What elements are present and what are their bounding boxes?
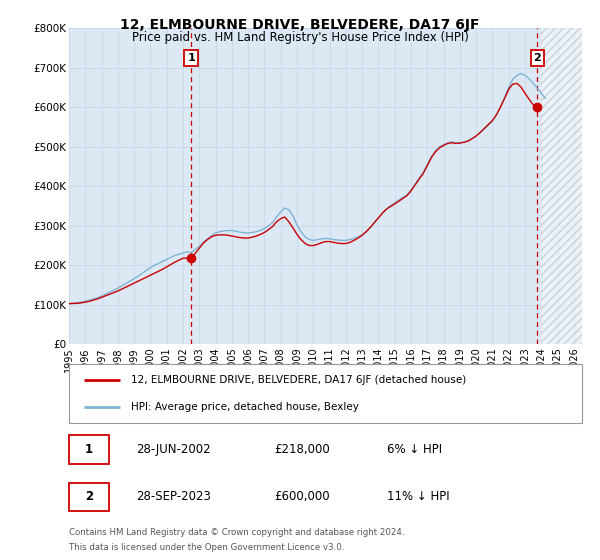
Text: 1: 1 bbox=[85, 443, 93, 456]
Bar bbox=[541, 28, 582, 344]
FancyBboxPatch shape bbox=[69, 435, 109, 464]
Text: £218,000: £218,000 bbox=[274, 443, 330, 456]
FancyBboxPatch shape bbox=[69, 364, 582, 423]
Text: 12, ELMBOURNE DRIVE, BELVEDERE, DA17 6JF: 12, ELMBOURNE DRIVE, BELVEDERE, DA17 6JF bbox=[120, 18, 480, 32]
Text: 12, ELMBOURNE DRIVE, BELVEDERE, DA17 6JF (detached house): 12, ELMBOURNE DRIVE, BELVEDERE, DA17 6JF… bbox=[131, 375, 466, 385]
Text: 28-JUN-2002: 28-JUN-2002 bbox=[136, 443, 211, 456]
Text: Price paid vs. HM Land Registry's House Price Index (HPI): Price paid vs. HM Land Registry's House … bbox=[131, 31, 469, 44]
Text: This data is licensed under the Open Government Licence v3.0.: This data is licensed under the Open Gov… bbox=[69, 543, 344, 552]
Text: HPI: Average price, detached house, Bexley: HPI: Average price, detached house, Bexl… bbox=[131, 402, 358, 412]
Text: 28-SEP-2023: 28-SEP-2023 bbox=[136, 491, 211, 503]
Text: 11% ↓ HPI: 11% ↓ HPI bbox=[387, 491, 449, 503]
Text: 1: 1 bbox=[187, 53, 195, 63]
Text: 6% ↓ HPI: 6% ↓ HPI bbox=[387, 443, 442, 456]
FancyBboxPatch shape bbox=[69, 483, 109, 511]
Text: £600,000: £600,000 bbox=[274, 491, 330, 503]
Text: 2: 2 bbox=[85, 491, 93, 503]
Text: 2: 2 bbox=[533, 53, 541, 63]
Text: Contains HM Land Registry data © Crown copyright and database right 2024.: Contains HM Land Registry data © Crown c… bbox=[69, 528, 404, 536]
